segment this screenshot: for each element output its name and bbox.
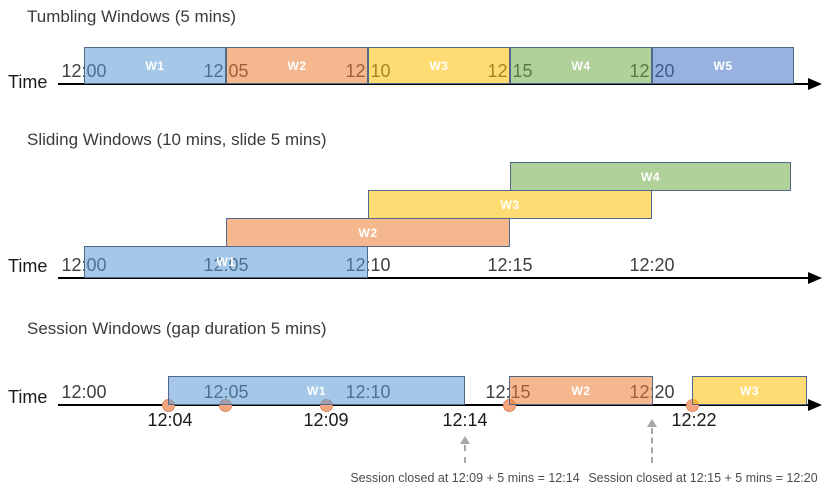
tumbling-window-label-w4: W4: [571, 58, 591, 73]
session-title: Session Windows (gap duration 5 mins): [27, 319, 327, 338]
session-window-w2: W2: [509, 376, 653, 405]
session-window-w3: W3: [692, 376, 807, 405]
session-event-time-12-04: 12:04: [147, 410, 193, 430]
sliding-window-label-w4: W4: [641, 169, 660, 184]
session-event-time-12-14: 12:14: [442, 410, 488, 430]
tumbling-window-label-w5: W5: [713, 58, 733, 73]
sliding-tick-12-20: 12:20: [629, 255, 675, 275]
tumbling-window-w3: W3: [368, 47, 510, 84]
session-window-label-w3: W3: [740, 383, 759, 398]
tumbling-window-label-w3: W3: [429, 58, 449, 73]
session-close-arrow-line: [651, 428, 653, 463]
session-close-annotation-2: Session closed at 12:15 + 5 mins = 12:20: [588, 471, 818, 485]
tumbling-time-axis-line: [58, 83, 808, 85]
sliding-tick-12-15: 12:15: [487, 255, 533, 275]
sliding-window-w4: W4: [510, 162, 791, 191]
sliding-title: Sliding Windows (10 mins, slide 5 mins): [27, 130, 327, 149]
tumbling-time-axis-label: Time: [8, 72, 48, 92]
session-close-arrow-head-icon: [647, 419, 657, 427]
sliding-window-label-w2: W2: [358, 225, 378, 240]
session-close-arrow-head-icon: [460, 436, 470, 444]
session-tick-12-00: 12:00: [61, 382, 107, 402]
session-event-time-12-09: 12:09: [303, 410, 349, 430]
tumbling-window-label-w1: W1: [145, 58, 165, 73]
session-close-annotation-1: Session closed at 12:09 + 5 mins = 12:14: [350, 471, 580, 485]
sliding-window-label-w3: W3: [500, 197, 520, 212]
sliding-time-axis-arrowhead-icon: [808, 272, 822, 284]
session-time-axis-arrowhead-icon: [808, 399, 822, 411]
sliding-window-w3: W3: [368, 190, 652, 219]
session-close-arrow-line: [464, 445, 466, 463]
tumbling-time-axis-arrowhead-icon: [808, 78, 822, 90]
session-event-time-12-22: 12:22: [671, 410, 717, 430]
sliding-time-axis-label: Time: [8, 256, 48, 276]
tumbling-window-label-w2: W2: [287, 58, 307, 73]
sliding-window-w2: W2: [226, 218, 510, 247]
session-time-axis-label: Time: [8, 387, 48, 407]
sliding-window-label-w1: W1: [216, 255, 236, 269]
session-window-w1: W1: [168, 376, 465, 405]
tumbling-window-w2: W2: [226, 47, 368, 84]
session-time-axis-line: [58, 404, 808, 406]
tumbling-window-w4: W4: [510, 47, 652, 84]
tumbling-window-w5: W5: [652, 47, 794, 84]
tumbling-window-w1: W1: [84, 47, 226, 84]
sliding-time-axis-line: [58, 277, 808, 279]
session-window-label-w1: W1: [307, 383, 326, 398]
session-window-label-w2: W2: [571, 383, 591, 398]
tumbling-title: Tumbling Windows (5 mins): [27, 7, 237, 26]
sliding-window-w1: W1: [84, 246, 368, 278]
